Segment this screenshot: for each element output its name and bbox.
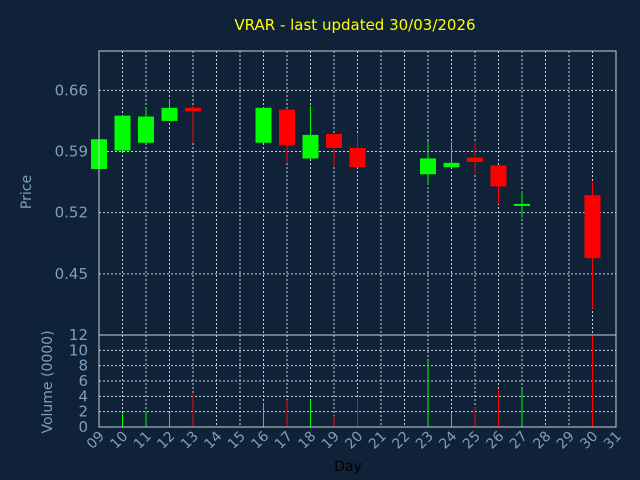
candle-body <box>467 157 483 162</box>
candle-body <box>443 162 460 168</box>
volume-tick-label: 4 <box>78 387 88 405</box>
volume-tick-label: 0 <box>78 418 88 436</box>
x-tick-label: 10 <box>107 429 131 453</box>
x-tick-label: 16 <box>248 428 272 452</box>
price-grid <box>99 51 616 335</box>
volume-marks <box>122 335 593 427</box>
volume-tick-label: 6 <box>78 372 88 390</box>
candle-body <box>161 107 178 121</box>
volume-tick-label: 10 <box>69 341 88 359</box>
price-y-ticks: 0.45 0.52 0.59 0.66 <box>55 81 88 283</box>
x-tick-label: 27 <box>507 429 531 453</box>
candle-body <box>279 109 295 146</box>
x-tick-label: 11 <box>131 429 155 453</box>
x-axis-label: Day <box>334 459 362 475</box>
candle-body <box>490 165 507 187</box>
x-axis-ticks: 09 10 11 12 13 14 15 16 17 18 19 20 21 22 23 24 25 26 27 28… <box>84 428 625 452</box>
x-tick-label: 18 <box>295 429 319 453</box>
x-tick-label: 31 <box>601 429 625 453</box>
price-tick-label: 0.52 <box>55 204 88 222</box>
price-tick-label: 0.59 <box>55 142 88 160</box>
x-tick-label: 22 <box>389 429 413 453</box>
volume-plot-frame <box>98 334 617 428</box>
x-tick-label: 19 <box>319 429 343 453</box>
volume-tick-label: 2 <box>78 403 88 421</box>
price-tick-label: 0.66 <box>55 81 88 99</box>
price-marks <box>91 99 601 309</box>
volume-axis-label: Volume (0000) <box>40 330 56 433</box>
volume-tick-label: 8 <box>78 357 88 375</box>
price-tick-label: 0.45 <box>55 265 88 283</box>
price-panel: 0.45 0.52 0.59 0.66 <box>55 50 617 336</box>
candle-body <box>514 203 530 206</box>
candle-body <box>326 134 342 148</box>
volume-tick-label: 12 <box>69 326 88 344</box>
candle-body <box>185 107 201 112</box>
x-tick-label: 28 <box>530 429 554 453</box>
x-tick-label: 12 <box>154 429 178 453</box>
x-tick-label: 13 <box>178 429 202 453</box>
price-axis-label: Price <box>19 175 35 209</box>
x-tick-label: 30 <box>577 429 601 453</box>
x-tick-label: 20 <box>342 429 366 453</box>
x-tick-label: 26 <box>483 428 507 452</box>
x-tick-label: 24 <box>436 428 460 452</box>
candle-body <box>349 147 366 168</box>
chart-title: VRAR - last updated 30/03/2026 <box>234 16 475 34</box>
x-tick-label: 17 <box>272 429 296 453</box>
x-tick-label: 25 <box>460 429 484 453</box>
x-tick-label: 21 <box>366 429 390 453</box>
candle-body <box>302 134 319 159</box>
candle-body <box>255 107 272 143</box>
candle-body <box>584 195 601 259</box>
x-tick-label: 14 <box>201 428 225 452</box>
x-tick-label: 29 <box>554 429 578 453</box>
x-tick-label: 15 <box>225 429 249 453</box>
candle-body <box>114 115 131 151</box>
candle-body <box>420 158 436 175</box>
x-tick-label: 23 <box>413 429 437 453</box>
candle-body <box>138 116 154 143</box>
